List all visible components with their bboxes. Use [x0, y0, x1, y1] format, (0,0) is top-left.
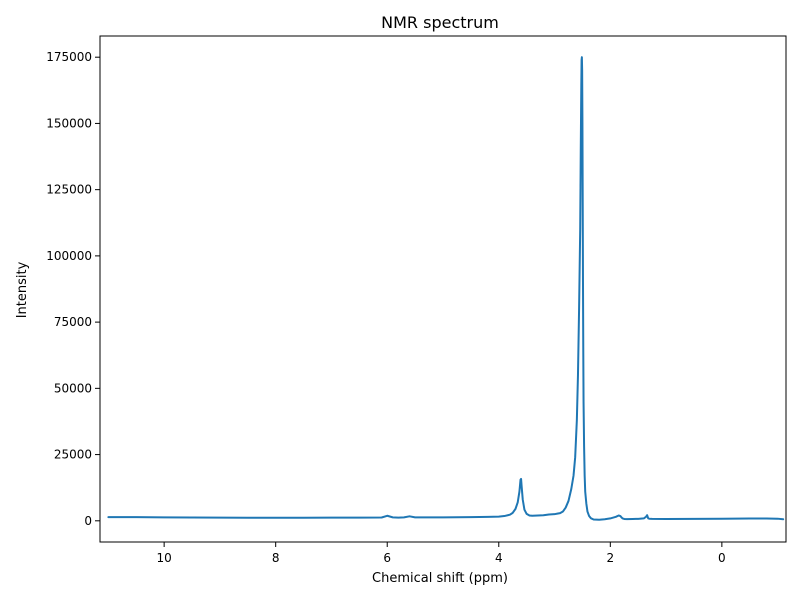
- series-layer: [107, 56, 785, 521]
- x-tick-label: 0: [718, 551, 726, 565]
- ticks-layer: 10 8 6 4 2 0 0 25000 50000 75000 100000 125000 15000…: [46, 50, 725, 565]
- x-axis-label: Chemical shift (ppm): [372, 571, 508, 586]
- x-tick-label: 8: [272, 551, 280, 565]
- plot-frame: [99, 35, 787, 543]
- y-tick-label: 125000: [46, 183, 92, 197]
- chart-title: NMR spectrum: [381, 13, 499, 32]
- y-tick-label: 50000: [54, 381, 92, 395]
- y-tick-label: 0: [84, 514, 92, 528]
- y-tick-label: 150000: [46, 116, 92, 130]
- y-axis-label: Intensity: [15, 261, 30, 318]
- x-tick-label: 2: [606, 551, 614, 565]
- x-tick-label: 6: [383, 551, 391, 565]
- y-tick-label: 175000: [46, 50, 92, 64]
- spectrum-line: [107, 56, 785, 521]
- y-tick-label: 75000: [54, 315, 92, 329]
- y-tick-label: 25000: [54, 448, 92, 462]
- x-tick-label: 4: [495, 551, 503, 565]
- y-tick-label: 100000: [46, 249, 92, 263]
- x-tick-label: 10: [156, 551, 171, 565]
